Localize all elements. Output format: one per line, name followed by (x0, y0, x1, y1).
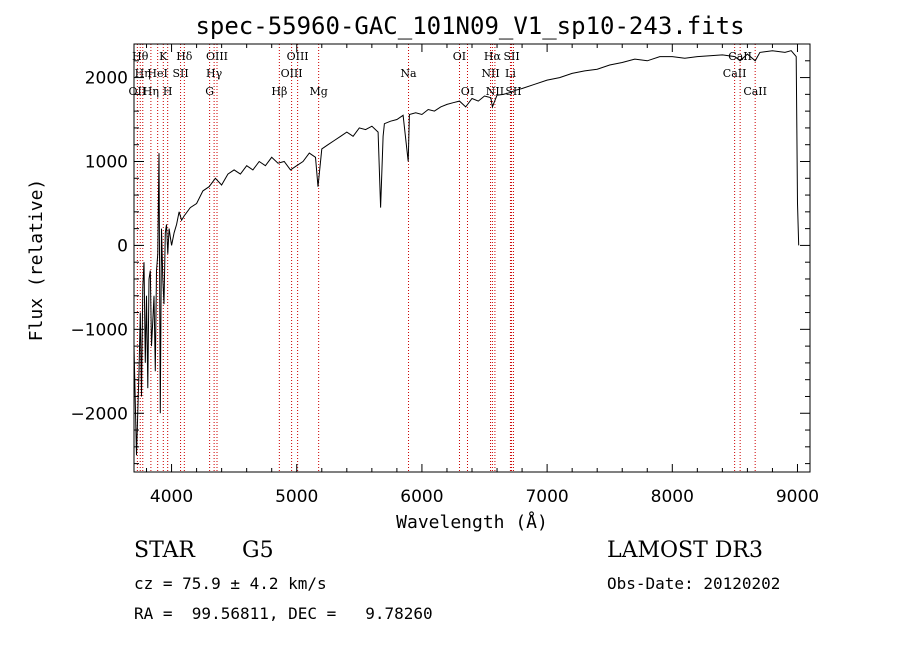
line-marker-label-18: OI (461, 85, 474, 98)
x-tick-label-3: 7000 (525, 487, 568, 507)
x-tick-label-2: 6000 (400, 487, 443, 507)
x-tick-label-1: 5000 (275, 487, 318, 507)
line-marker-label-4: HeI (147, 67, 167, 80)
y-axis-ticks: −2000 −1000 0 1000 2000 (70, 43, 810, 465)
plot-frame (133, 43, 811, 473)
line-marker-label-3: Hη (143, 85, 159, 98)
x-tick-label-0: 4000 (150, 487, 193, 507)
redshift-velocity: cz = 75.9 ± 4.2 km/s (134, 574, 327, 593)
line-marker-label-0: OII (129, 85, 147, 98)
line-marker-label-15: Mg (309, 85, 327, 98)
spectral-subclass: G5 (242, 538, 274, 563)
chart-title: spec-55960-GAC_101N09_V1_sp10-243.fits (195, 12, 744, 40)
line-marker-label-17: OI (453, 50, 466, 63)
line-marker-label-5: K (159, 50, 168, 63)
y-axis-label: Flux (relative) (26, 179, 47, 342)
line-marker-label-13: OIII (281, 67, 303, 80)
object-class: STAR (134, 538, 195, 563)
y-tick-label-4: 2000 (85, 69, 128, 89)
y-tick-label-1: −1000 (70, 320, 128, 340)
line-marker-label-27: CaII (743, 85, 767, 98)
x-tick-label-5: 9000 (776, 487, 819, 507)
line-marker-label-12: Hβ (271, 85, 287, 98)
line-marker-label-6: H (163, 85, 173, 98)
x-axis-label: Wavelength (Å) (396, 511, 548, 533)
x-tick-label-4: 8000 (651, 487, 694, 507)
survey-name: LAMOST DR3 (607, 538, 763, 563)
spectral-line-labels: OIIHθHηHηHeIKHSIIHδGHγOIIIHβOIIIOIIIMgNa… (129, 50, 767, 98)
spectral-line-markers (136, 44, 756, 472)
line-marker-label-22: Li (505, 67, 516, 80)
line-marker-label-10: Hγ (206, 67, 223, 80)
y-tick-label-3: 1000 (85, 152, 128, 172)
line-marker-label-20: Hα (484, 50, 502, 63)
line-marker-label-21: NII (486, 85, 504, 98)
x-axis-ticks: 4000 5000 6000 7000 8000 9000 (146, 44, 819, 507)
y-tick-label-0: −2000 (70, 404, 128, 424)
line-marker-label-2: Hη (135, 67, 151, 80)
line-marker-label-11: OIII (206, 50, 228, 63)
line-marker-label-14: OIII (287, 50, 309, 63)
line-marker-label-7: SII (172, 67, 188, 80)
observation-date: Obs-Date: 20120202 (607, 574, 781, 593)
line-marker-label-8: Hδ (176, 50, 193, 63)
y-tick-label-2: 0 (117, 236, 128, 256)
spectrum-series-line (133, 50, 800, 456)
line-marker-label-1: Hθ (132, 50, 149, 63)
line-marker-label-23: SII (503, 50, 519, 63)
line-marker-label-19: NII (481, 67, 499, 80)
line-marker-label-26: CaII (728, 50, 752, 63)
line-marker-label-25: CaII (723, 67, 747, 80)
sky-coordinates: RA = 99.56811, DEC = 9.78260 (134, 604, 433, 623)
line-marker-label-16: Na (400, 67, 417, 80)
line-marker-label-9: G (205, 85, 214, 98)
